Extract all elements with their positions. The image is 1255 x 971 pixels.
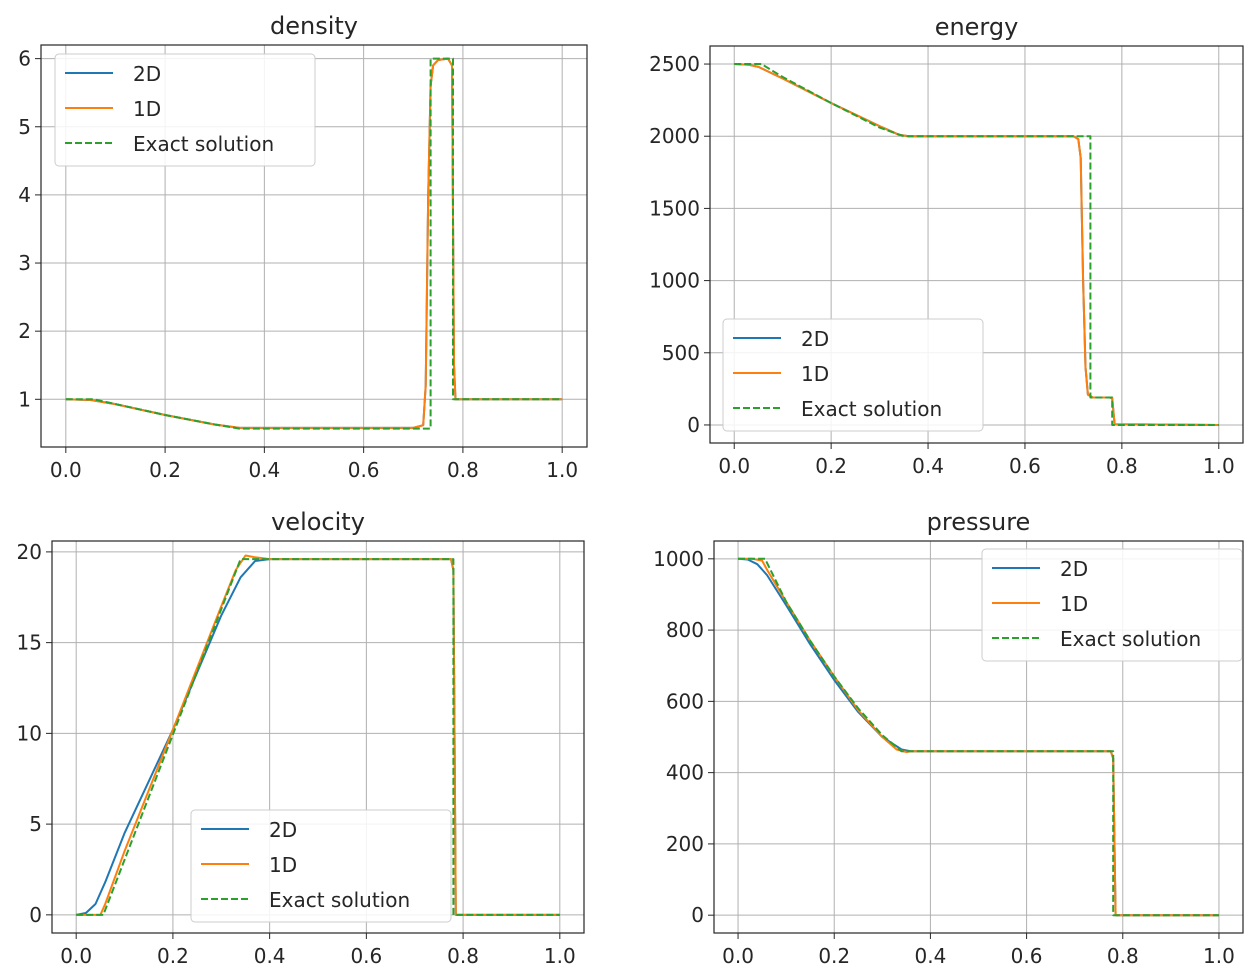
x-tick-label: 0.4 xyxy=(915,944,947,968)
x-tick-label: 0.2 xyxy=(815,454,847,478)
subplot-density: 0.0 0.2 0.4 0.6 0.8 1.0 1 2 3 4 5 6 density 2D 1D Exact… xyxy=(18,12,588,482)
x-tick-label: 1.0 xyxy=(1203,454,1235,478)
axes-frame xyxy=(40,44,588,448)
chart-title: density xyxy=(270,12,358,40)
x-tick-label: 0.0 xyxy=(718,454,750,478)
x-tick-label: 0.2 xyxy=(157,944,189,968)
x-tick-label: 0.4 xyxy=(912,454,944,478)
legend-frame xyxy=(981,548,1243,662)
subplot-energy: 0.0 0.2 0.4 0.6 0.8 1.0 0 500 1000 1500 2000 2500 en… xyxy=(649,13,1244,478)
x-tick-label: 0.8 xyxy=(1107,944,1139,968)
y-tick-label: 1000 xyxy=(653,547,704,571)
legend-label: 1D xyxy=(1060,592,1088,616)
x-tick-label: 0.8 xyxy=(447,458,479,482)
series-line-exact-solution xyxy=(734,63,1219,426)
y-tick-label: 1 xyxy=(18,387,31,411)
x-tick-label: 0.4 xyxy=(254,944,286,968)
x-tick-label: 0.6 xyxy=(350,944,382,968)
x-tick-label: 0.6 xyxy=(1009,454,1041,478)
y-tick-label: 0 xyxy=(687,413,700,437)
y-tick-label: 600 xyxy=(666,689,704,713)
y-tick-label: 0 xyxy=(691,903,704,927)
x-tick-label: 0.2 xyxy=(149,458,181,482)
series-line-exact-solution xyxy=(738,557,1219,917)
legend-label: 2D xyxy=(1060,557,1088,581)
legend-label: Exact solution xyxy=(269,888,410,912)
subplot-pressure: 0.0 0.2 0.4 0.6 0.8 1.0 0 200 400 600 800 1000 press… xyxy=(653,508,1244,968)
y-tick-label: 800 xyxy=(666,618,704,642)
legend-frame xyxy=(54,53,316,167)
legend: 2D 1D Exact solution xyxy=(981,548,1243,662)
axes-frame xyxy=(709,45,1244,444)
legend: 2D 1D Exact solution xyxy=(54,53,316,167)
legend-label: 1D xyxy=(269,853,297,877)
y-tick-label: 1500 xyxy=(649,196,700,220)
x-tick-label: 0.6 xyxy=(1011,944,1043,968)
legend-frame xyxy=(722,318,984,432)
legend-label: 2D xyxy=(133,62,161,86)
chart-title: velocity xyxy=(271,508,365,536)
y-tick-label: 20 xyxy=(17,540,42,564)
legend-label: 1D xyxy=(133,97,161,121)
series-line-exact-solution xyxy=(65,57,563,430)
y-tick-label: 6 xyxy=(18,47,31,71)
y-tick-label: 2500 xyxy=(649,52,700,76)
legend-label: Exact solution xyxy=(133,132,274,156)
x-tick-label: 0.0 xyxy=(722,944,754,968)
y-tick-label: 500 xyxy=(662,341,700,365)
y-tick-label: 200 xyxy=(666,832,704,856)
series-line-1d xyxy=(76,554,560,916)
axes-frame xyxy=(713,540,1244,934)
y-tick-label: 15 xyxy=(17,631,42,655)
legend-label: Exact solution xyxy=(1060,627,1201,651)
y-tick-label: 2 xyxy=(18,319,31,343)
y-tick-label: 5 xyxy=(29,812,42,836)
subplot-velocity: 0.0 0.2 0.4 0.6 0.8 1.0 0 5 10 15 20 velocity 2D 1D Ex… xyxy=(17,508,585,968)
x-tick-label: 1.0 xyxy=(1203,944,1235,968)
y-tick-label: 2000 xyxy=(649,124,700,148)
legend-label: Exact solution xyxy=(801,397,942,421)
x-tick-label: 0.6 xyxy=(348,458,380,482)
y-tick-label: 4 xyxy=(18,183,31,207)
y-tick-label: 3 xyxy=(18,251,31,275)
legend-label: 2D xyxy=(801,327,829,351)
x-tick-label: 0.0 xyxy=(60,944,92,968)
legend: 2D 1D Exact solution xyxy=(190,809,452,923)
y-tick-label: 10 xyxy=(17,721,42,745)
legend-label: 2D xyxy=(269,818,297,842)
axes-frame xyxy=(51,540,585,934)
y-tick-label: 0 xyxy=(29,903,42,927)
y-tick-label: 400 xyxy=(666,761,704,785)
chart-title: pressure xyxy=(927,508,1031,536)
x-tick-label: 0.8 xyxy=(447,944,479,968)
x-tick-label: 0.0 xyxy=(50,458,82,482)
x-tick-label: 0.2 xyxy=(818,944,850,968)
legend-frame xyxy=(190,809,452,923)
chart-title: energy xyxy=(935,13,1019,41)
x-tick-label: 1.0 xyxy=(546,458,578,482)
series-line-1d xyxy=(738,557,1219,917)
y-tick-label: 1000 xyxy=(649,269,700,293)
series-line-exact-solution xyxy=(76,558,560,916)
y-tick-label: 5 xyxy=(18,115,31,139)
x-tick-label: 1.0 xyxy=(544,944,576,968)
x-tick-label: 0.8 xyxy=(1106,454,1138,478)
x-tick-label: 0.4 xyxy=(248,458,280,482)
legend-label: 1D xyxy=(801,362,829,386)
legend: 2D 1D Exact solution xyxy=(722,318,984,432)
